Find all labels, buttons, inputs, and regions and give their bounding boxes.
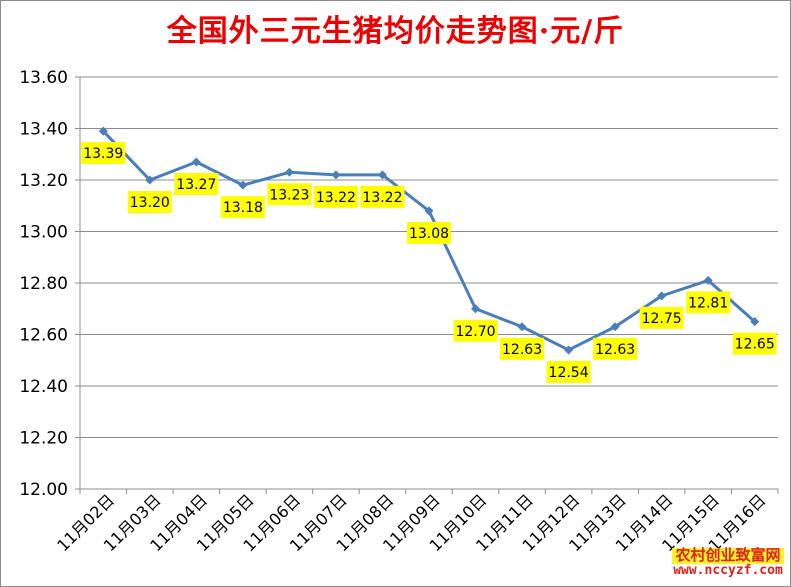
data-point xyxy=(331,170,341,180)
watermark-url: www.nccyzf.com xyxy=(673,562,783,578)
data-label-box xyxy=(174,172,219,195)
data-label-box xyxy=(500,337,545,360)
chart-title: 全国外三元生猪均价走势图·元/斤 xyxy=(166,14,625,49)
data-point xyxy=(564,345,574,355)
y-tick-label: 12.20 xyxy=(19,429,68,449)
data-label: 12.63 xyxy=(502,342,542,358)
data-label-box xyxy=(453,319,498,342)
y-tick-label: 12.80 xyxy=(19,274,68,294)
y-tick-label: 13.40 xyxy=(19,120,68,140)
data-label-box xyxy=(639,306,684,329)
data-point xyxy=(471,304,481,314)
data-point xyxy=(750,317,760,327)
data-label: 13.23 xyxy=(269,187,309,203)
y-tick-label: 13.00 xyxy=(19,223,68,243)
data-label-box xyxy=(686,291,731,314)
data-label-box xyxy=(360,185,405,208)
data-point xyxy=(377,170,387,180)
data-label: 12.65 xyxy=(735,337,775,353)
data-point xyxy=(517,322,527,332)
data-label: 13.08 xyxy=(409,226,449,242)
data-label: 12.63 xyxy=(595,342,635,358)
data-label-box xyxy=(546,360,591,383)
y-tick-label: 12.40 xyxy=(19,377,68,397)
data-point xyxy=(703,275,713,285)
data-label: 13.27 xyxy=(176,177,216,193)
watermark: 农村创业致富网 www.nccyzf.com xyxy=(672,547,784,578)
data-label-box xyxy=(407,221,451,244)
y-tick-label: 12.00 xyxy=(19,480,68,500)
data-label: 12.75 xyxy=(642,311,682,327)
data-label-box xyxy=(127,191,172,213)
data-point xyxy=(191,157,201,167)
watermark-text: 农村创业致富网 xyxy=(672,547,784,564)
data-label: 12.70 xyxy=(455,324,495,340)
data-point xyxy=(98,126,108,136)
data-label: 13.18 xyxy=(223,200,263,216)
data-label-box xyxy=(267,183,312,206)
y-tick-label: 13.60 xyxy=(19,68,68,88)
data-label: 12.81 xyxy=(688,295,728,311)
data-point xyxy=(424,206,434,216)
data-label-box xyxy=(81,142,126,165)
data-label: 13.39 xyxy=(83,146,123,162)
y-tick-label: 12.60 xyxy=(19,326,68,346)
data-point xyxy=(145,175,155,185)
y-tick-label: 13.20 xyxy=(19,171,68,191)
data-label-box xyxy=(220,196,265,219)
data-label: 12.54 xyxy=(549,365,589,381)
data-point xyxy=(284,167,294,177)
data-label: 13.22 xyxy=(362,190,402,206)
data-label-box xyxy=(732,332,777,355)
data-point xyxy=(238,180,248,190)
data-label: 13.22 xyxy=(316,190,356,206)
data-point xyxy=(657,291,667,301)
data-point xyxy=(610,322,620,332)
data-label-box xyxy=(313,185,358,208)
data-label-box xyxy=(593,337,638,360)
data-label: 13.20 xyxy=(130,195,170,211)
